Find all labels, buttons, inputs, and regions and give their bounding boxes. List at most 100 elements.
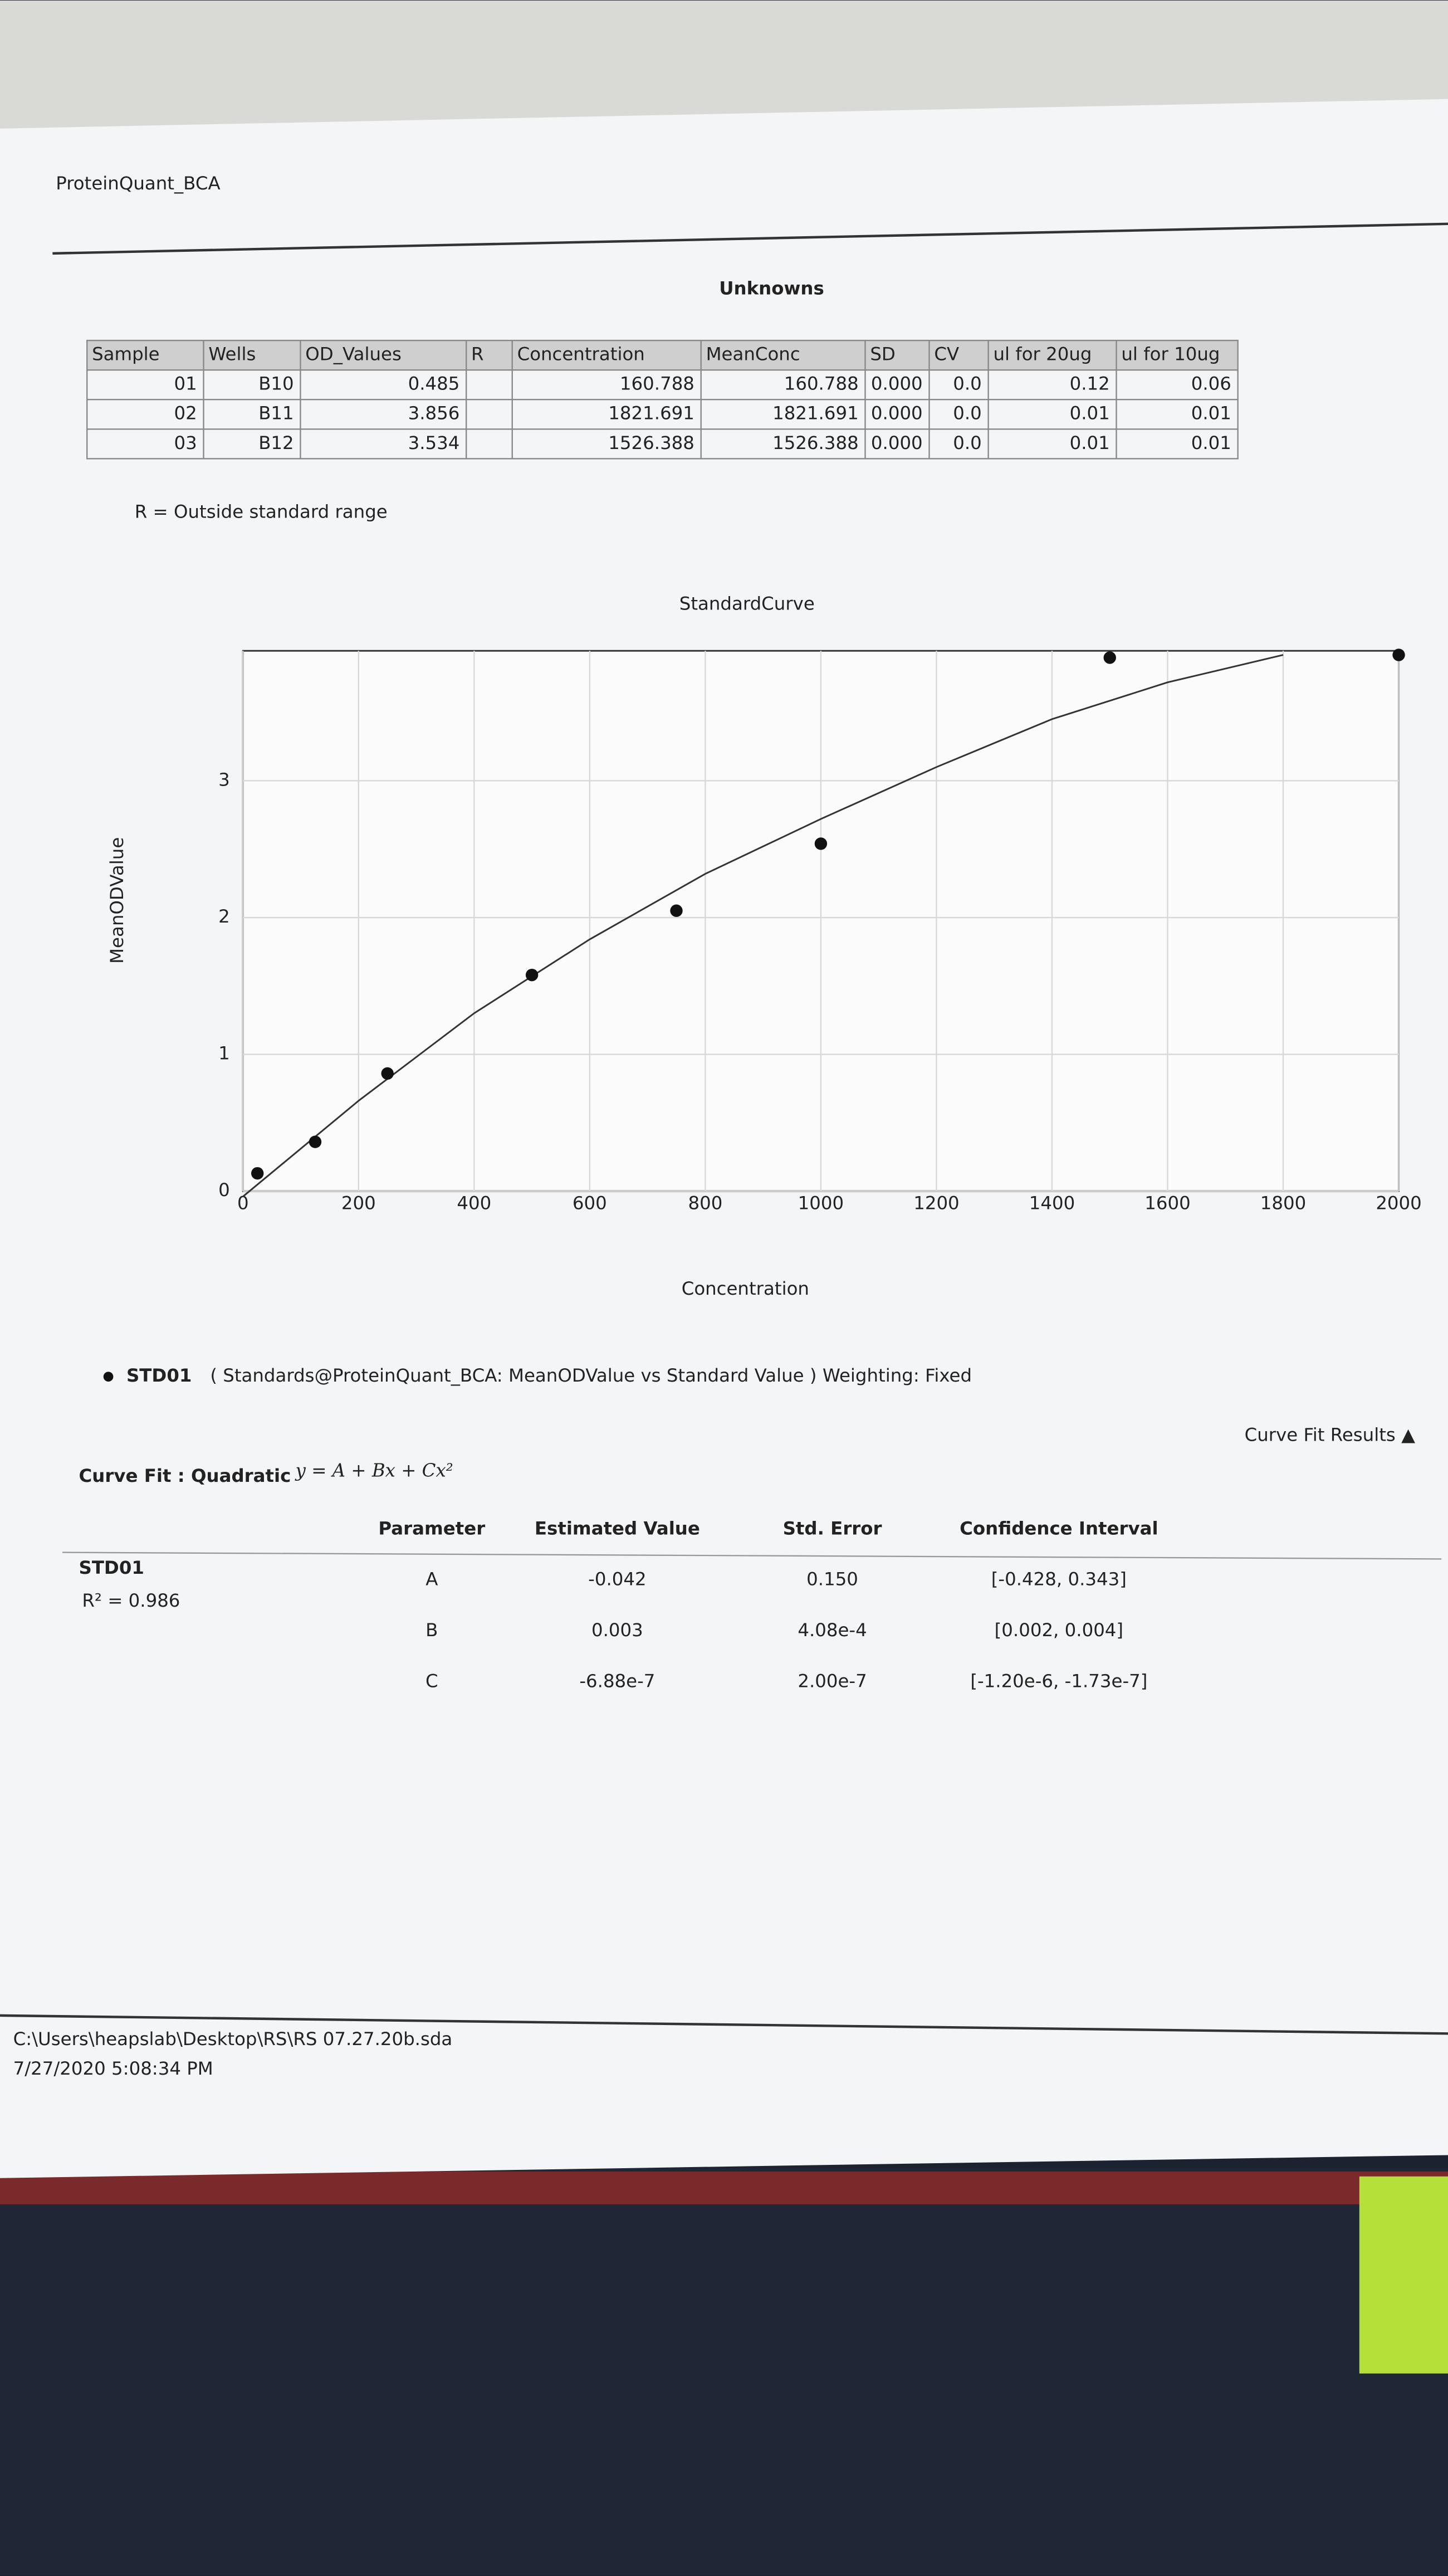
legend-description: ( Standards@ProteinQuant_BCA: MeanODValu… — [210, 1365, 972, 1386]
fit-column-header: Std. Error — [783, 1518, 882, 1539]
table-cell: 3.856 — [408, 403, 460, 424]
table-cell: 0.01 — [1070, 403, 1110, 424]
fit-cell: [-1.20e-6, -1.73e-7] — [970, 1670, 1147, 1691]
table-cell: 0.06 — [1191, 373, 1231, 394]
column-header: OD_Values — [305, 344, 402, 365]
fit-curve — [242, 654, 1284, 1197]
column-header: Concentration — [517, 344, 645, 365]
data-point — [381, 1067, 394, 1080]
y-tick-label: 1 — [218, 1043, 230, 1064]
fit-cell: [-0.428, 0.343] — [991, 1569, 1127, 1590]
table-header-bg — [87, 340, 1238, 370]
data-point — [1103, 651, 1116, 664]
fit-cell: -0.042 — [588, 1569, 646, 1590]
fit-cell: 0.150 — [806, 1569, 858, 1590]
footer-path: C:\Users\heapslab\Desktop\RS\RS 07.27.20… — [13, 2028, 453, 2050]
x-tick-label: 800 — [688, 1193, 722, 1214]
green-folder — [1359, 2176, 1448, 2374]
legend-label: STD01 — [126, 1365, 192, 1386]
data-point — [525, 968, 539, 982]
data-point — [309, 1135, 322, 1148]
x-tick-label: 1200 — [913, 1193, 959, 1214]
column-header: Wells — [208, 344, 256, 365]
fit-column-header: Estimated Value — [535, 1518, 700, 1539]
fit-cell: C — [425, 1670, 438, 1691]
fit-cell: 0.003 — [591, 1619, 643, 1641]
binder-edge — [0, 2171, 1448, 2204]
table-cell: 1526.388 — [608, 432, 694, 453]
fit-column-header: Parameter — [378, 1518, 485, 1539]
fit-toggle: Curve Fit Results ▲ — [1245, 1424, 1416, 1445]
header-rule — [52, 222, 1448, 255]
table-cell: 0.485 — [408, 373, 460, 394]
table-cell: 02 — [174, 403, 197, 424]
table-cell: 0.000 — [871, 403, 923, 424]
table-cell: B10 — [258, 373, 293, 394]
table-cell: 0.01 — [1191, 403, 1231, 424]
table-cell: 01 — [174, 373, 197, 394]
fit-group: STD01 — [79, 1557, 144, 1578]
fit-label: Curve Fit : Quadratic — [79, 1465, 291, 1486]
column-header: CV — [934, 344, 959, 365]
data-point — [814, 837, 828, 850]
column-header: R — [471, 344, 484, 365]
table-cell: 1821.691 — [608, 403, 694, 424]
column-header: MeanConc — [706, 344, 800, 365]
fit-cell: A — [425, 1569, 438, 1590]
table-cell: 0.0 — [953, 432, 982, 453]
x-tick-label: 600 — [573, 1193, 607, 1214]
fit-cell: 4.08e-4 — [798, 1619, 867, 1641]
x-tick-label: 1600 — [1144, 1193, 1190, 1214]
fit-cell: [0.002, 0.004] — [995, 1619, 1123, 1641]
table-cell: 0.01 — [1191, 432, 1231, 453]
chart-title: StandardCurve — [679, 593, 815, 614]
x-tick-label: 400 — [457, 1193, 491, 1214]
table-cell: 0.0 — [953, 373, 982, 394]
x-tick-label: 1400 — [1029, 1193, 1075, 1214]
fit-cell: 2.00e-7 — [798, 1670, 867, 1691]
report-title: ProteinQuant_BCA — [56, 173, 220, 194]
footer-rule — [0, 2014, 1448, 2035]
data-point — [1392, 648, 1405, 661]
table-cell: 0.000 — [871, 373, 923, 394]
table-cell: 160.788 — [784, 373, 859, 394]
legend-marker — [103, 1372, 114, 1382]
x-tick-label: 2000 — [1376, 1193, 1421, 1214]
table-cell: 0.01 — [1070, 432, 1110, 453]
column-header: Sample — [92, 344, 160, 365]
y-axis-label: MeanODValue — [106, 837, 128, 964]
table-cell: 03 — [174, 432, 197, 453]
x-tick-label: 200 — [341, 1193, 376, 1214]
fit-cell: B — [425, 1619, 438, 1641]
table-title: Unknowns — [719, 278, 824, 299]
x-tick-label: 1000 — [798, 1193, 844, 1214]
table-cell: 1821.691 — [772, 403, 859, 424]
x-tick-label: 1800 — [1260, 1193, 1306, 1214]
fit-column-header: Confidence Interval — [960, 1518, 1158, 1539]
y-tick-label: 3 — [218, 769, 230, 790]
column-header: SD — [870, 344, 896, 365]
table-cell: 0.0 — [953, 403, 982, 424]
table-note: R = Outside standard range — [135, 501, 388, 523]
table-cell: 3.534 — [408, 432, 460, 453]
table-cell: 160.788 — [620, 373, 694, 394]
table-cell: B12 — [258, 432, 293, 453]
column-header: ul for 20ug — [993, 344, 1092, 365]
y-tick-label: 0 — [218, 1179, 230, 1201]
fit-equation: y = A + Bx + Cx² — [295, 1460, 453, 1481]
data-point — [251, 1167, 264, 1180]
fit-rule — [62, 1552, 1442, 1560]
table-cell: 1526.388 — [772, 432, 859, 453]
desk-bottom — [0, 2168, 1448, 2576]
fit-cell: -6.88e-7 — [579, 1670, 655, 1691]
table-cell: 0.000 — [871, 432, 923, 453]
y-tick-label: 2 — [218, 906, 230, 927]
footer-timestamp: 7/27/2020 5:08:34 PM — [13, 2058, 213, 2079]
data-point — [670, 904, 683, 917]
x-tick-label: 0 — [237, 1193, 249, 1214]
x-axis-label: Concentration — [682, 1278, 809, 1299]
column-header: ul for 10ug — [1121, 344, 1220, 365]
fit-r-squared: R² = 0.986 — [82, 1590, 180, 1611]
